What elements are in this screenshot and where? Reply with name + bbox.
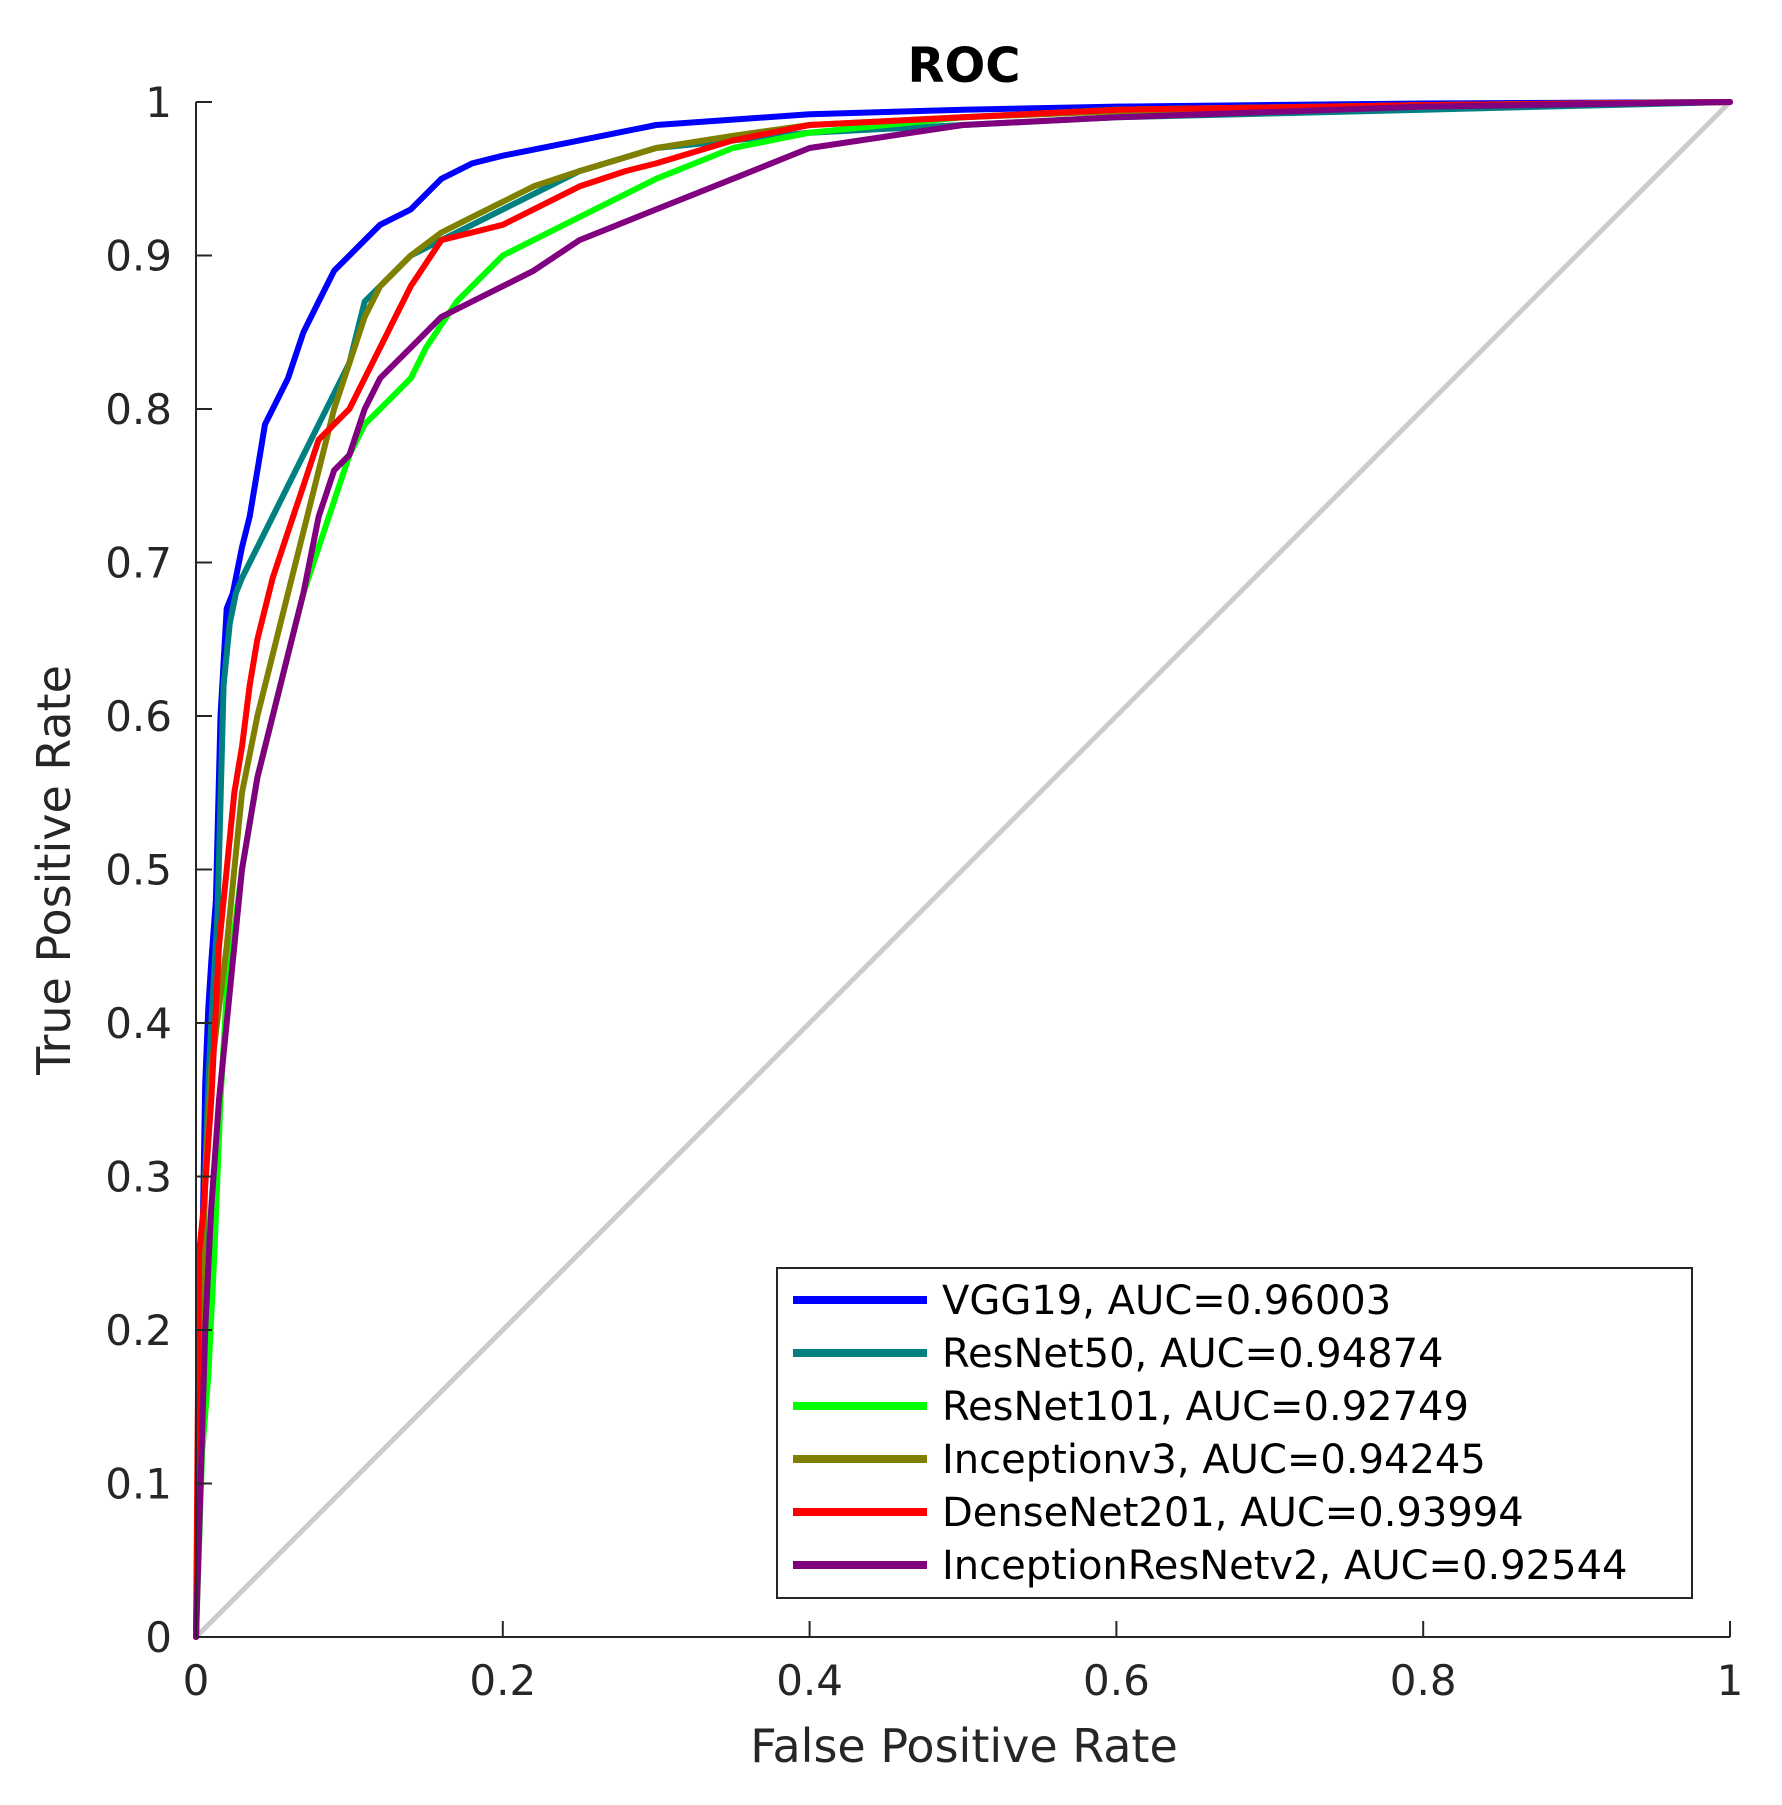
series-lines: [193, 99, 1733, 1640]
legend: VGG19, AUC=0.96003 ResNet50, AUC=0.94874 R…: [776, 1267, 1693, 1599]
legend-label-2: ResNet50, AUC=0.94874: [942, 1331, 1443, 1377]
x-axis-ticks: 0 0.2 0.4 0.6 0.8 1: [183, 1621, 1744, 1705]
series-line-5: [193, 99, 1733, 1640]
series-line-1: [193, 99, 1733, 1640]
reference-line: [194, 100, 1732, 1639]
y-axis-ticks: 0 0.1 0.2 0.3 0.4 0.5 0.6 0.7 0.8 0.9 1: [105, 78, 212, 1662]
x-tick-label: 0: [183, 1656, 210, 1705]
series-line-4: [193, 99, 1733, 1640]
y-tick-label: 0.5: [105, 846, 172, 895]
legend-label-5: DenseNet201, AUC=0.93994: [942, 1490, 1524, 1536]
series-line-6: [193, 99, 1733, 1640]
legend-label-1: VGG19, AUC=0.96003: [942, 1278, 1391, 1324]
y-tick-label: 0.7: [105, 539, 172, 588]
x-tick-label: 0.4: [776, 1656, 843, 1705]
reference-diagonal: [194, 100, 1732, 1639]
y-tick-label: 0.2: [105, 1306, 172, 1355]
x-tick-label: 0.8: [1390, 1656, 1457, 1705]
y-tick-label: 0.9: [105, 232, 172, 281]
y-tick-label: 1: [145, 78, 172, 127]
legend-box: [776, 1267, 1693, 1599]
x-tick-label: 0.6: [1083, 1656, 1150, 1705]
x-axis-label: False Positive Rate: [750, 1719, 1178, 1773]
legend-label-4: Inceptionv3, AUC=0.94245: [942, 1437, 1486, 1483]
legend-items: VGG19, AUC=0.96003 ResNet50, AUC=0.94874 R…: [793, 1278, 1627, 1589]
y-tick-label: 0: [145, 1613, 172, 1662]
y-tick-label: 0.6: [105, 692, 172, 741]
y-axis-label: True Positive Rate: [27, 665, 81, 1076]
legend-label-3: ResNet101, AUC=0.92749: [942, 1384, 1469, 1430]
y-tick-label: 0.1: [105, 1460, 172, 1509]
x-tick-label: 1: [1717, 1656, 1744, 1705]
y-tick-label: 0.3: [105, 1153, 172, 1202]
x-tick-label: 0.2: [469, 1656, 536, 1705]
y-tick-label: 0.8: [105, 385, 172, 434]
legend-label-6: InceptionResNetv2, AUC=0.92544: [942, 1543, 1627, 1589]
chart-title: ROC: [908, 38, 1021, 94]
y-tick-label: 0.4: [105, 999, 172, 1048]
